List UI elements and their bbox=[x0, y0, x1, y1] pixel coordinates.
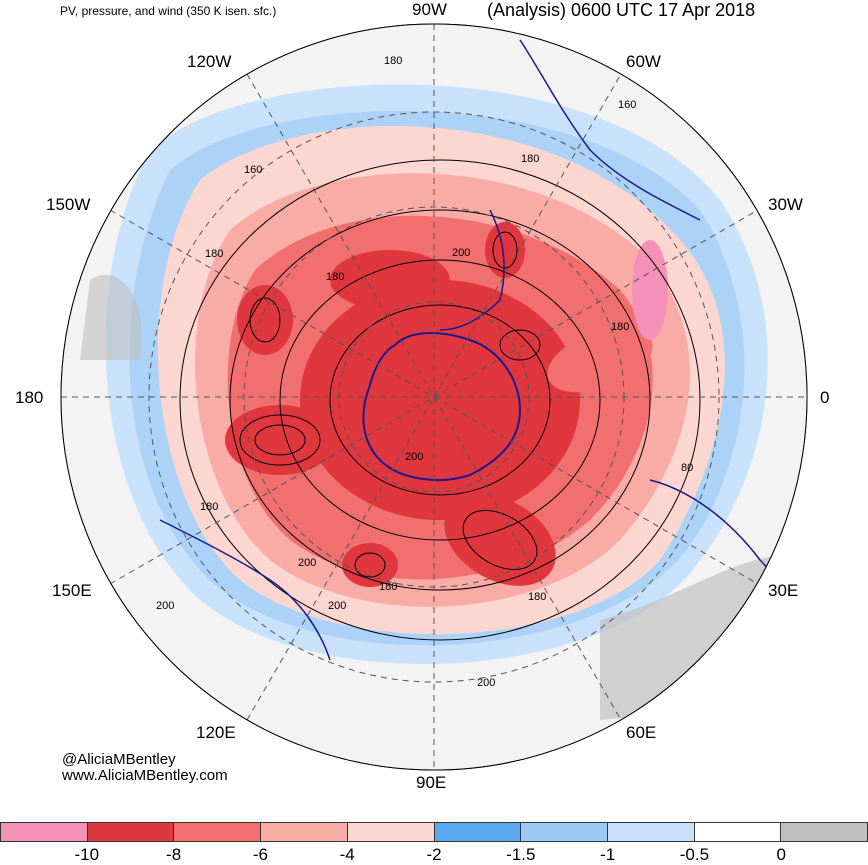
lon-label-90w: 90W bbox=[412, 0, 447, 19]
contour-label: 80 bbox=[681, 462, 693, 474]
credit-handle: @AliciaMBentley bbox=[62, 751, 176, 768]
colorbar-segment bbox=[173, 822, 262, 842]
credit-website: www.AliciaMBentley.com bbox=[62, 767, 228, 784]
colorbar-tick-label: -1.5 bbox=[506, 845, 536, 864]
colorbar-segment bbox=[693, 822, 782, 842]
pv-lobe bbox=[547, 327, 653, 393]
pressure-contours bbox=[179, 159, 701, 641]
colorbar-tick-label: -8 bbox=[166, 845, 182, 864]
colorbar-tick-label: -10 bbox=[74, 845, 100, 864]
colorbar-tick-label: -0.5 bbox=[679, 845, 710, 864]
contour-label: 180 bbox=[326, 271, 344, 283]
colorbar-segment bbox=[433, 822, 522, 842]
colorbar-segment bbox=[260, 822, 348, 842]
colorbar-tick-label: -2 bbox=[426, 845, 442, 864]
coastline bbox=[519, 39, 701, 221]
pv-lobe bbox=[330, 250, 450, 310]
gray-region bbox=[80, 274, 142, 360]
chart-subtitle: PV, pressure, and wind (350 K isen. sfc.… bbox=[60, 4, 277, 18]
lon-label-0: 0 bbox=[820, 388, 830, 407]
contour-label: 200 bbox=[298, 557, 316, 569]
contour-label: 180 bbox=[200, 501, 218, 513]
contour-label: 180 bbox=[379, 581, 397, 593]
pv-lobe bbox=[485, 222, 525, 278]
contour-label: 200 bbox=[452, 247, 470, 259]
coastline bbox=[159, 519, 331, 661]
contour-label: 180 bbox=[205, 248, 223, 260]
lon-label-180: 180 bbox=[15, 388, 44, 407]
antarctica-coastline bbox=[362, 332, 522, 481]
colorbar-tick-label: 0 bbox=[776, 845, 786, 864]
pv-lobe bbox=[237, 285, 293, 355]
contour-label: 180 bbox=[611, 321, 629, 333]
lat-lon-grid bbox=[61, 24, 807, 770]
colorbar-tick-label: -4 bbox=[339, 845, 355, 864]
colorbar-tick-label: -1 bbox=[600, 845, 616, 864]
coastline bbox=[439, 209, 505, 331]
colorbar-tick-label: -6 bbox=[252, 845, 268, 864]
colorbar-segment bbox=[780, 822, 868, 842]
pv-lobe bbox=[342, 543, 398, 587]
colorbar-segment bbox=[606, 822, 695, 842]
lon-label-60w: 60W bbox=[626, 52, 661, 71]
colorbar-segment bbox=[520, 822, 608, 842]
lon-label-120e: 120E bbox=[196, 723, 236, 742]
lon-label-60e: 60E bbox=[626, 723, 657, 742]
chart-title: (Analysis) 0600 UTC 17 Apr 2018 bbox=[487, 0, 756, 20]
lon-label-150w: 150W bbox=[46, 195, 91, 214]
contour-label: 200 bbox=[156, 600, 174, 612]
contour-label: 160 bbox=[244, 164, 262, 176]
lon-label-90e: 90E bbox=[416, 773, 447, 792]
colorbar bbox=[0, 822, 868, 842]
contour-label: 200 bbox=[328, 600, 346, 612]
pv-center-max bbox=[300, 280, 580, 520]
contour-label: 180 bbox=[384, 55, 402, 67]
pv-lobe bbox=[632, 240, 668, 340]
colorbar-segment bbox=[0, 822, 88, 842]
lon-label-150e: 150E bbox=[52, 581, 92, 600]
polar-map: 180 160 180 160 180 200 180 180 200 180 180 200 200 2… bbox=[60, 23, 808, 771]
lon-label-120w: 120W bbox=[187, 52, 232, 71]
lon-label-30e: 30E bbox=[768, 581, 799, 600]
contour-label: 160 bbox=[618, 99, 636, 111]
contour-label: 180 bbox=[528, 591, 546, 603]
contour-label: 180 bbox=[521, 153, 539, 165]
pv-lobe bbox=[225, 405, 335, 475]
contour-label: 200 bbox=[477, 677, 495, 689]
colorbar-segment bbox=[86, 822, 175, 842]
lon-label-30w: 30W bbox=[768, 195, 803, 214]
contour-label: 200 bbox=[405, 451, 423, 463]
colorbar-segment bbox=[346, 822, 435, 842]
